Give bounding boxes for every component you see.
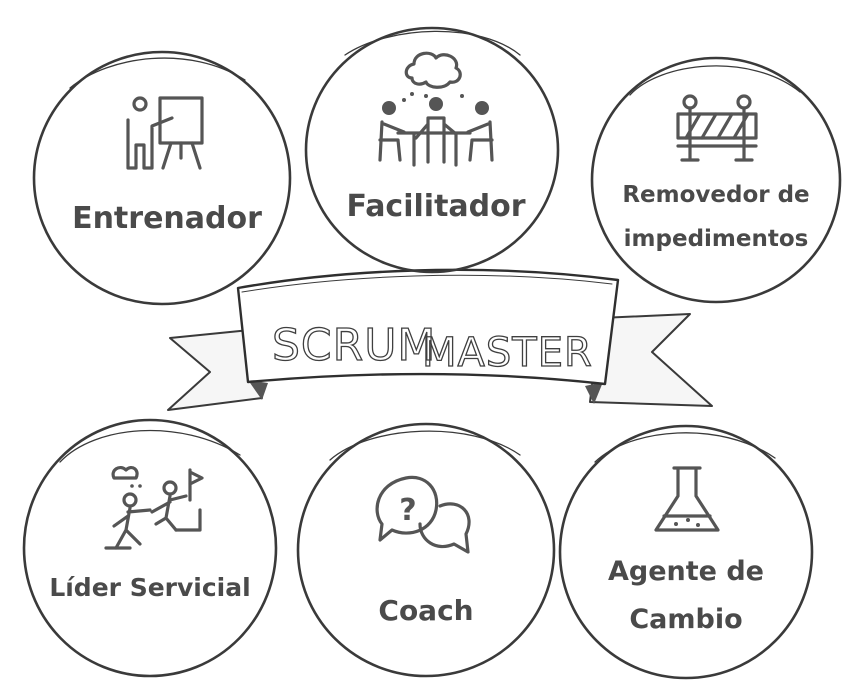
role-circle-coach: ? Coach [296, 422, 556, 678]
role-circle-removedor: Removedor de impedimentos [590, 56, 842, 304]
scrum-master-banner: SCRUM MASTER [167, 268, 713, 411]
role-label-entrenador: Entrenador [72, 201, 262, 236]
role-circle-facilitador: Facilitador [304, 26, 560, 274]
role-label-agente-line2: Cambio [629, 604, 742, 635]
role-label-coach: Coach [378, 594, 473, 627]
trainer-presentation-icon [126, 96, 204, 170]
helping-climb-icon [104, 465, 204, 550]
banner-title-scrum: SCRUM [272, 320, 436, 371]
meeting-table-icon [378, 51, 494, 167]
role-circle-lider: Líder Servicial [22, 418, 278, 678]
role-label-lider: Líder Servicial [49, 573, 250, 602]
question-chat-icon: ? [375, 475, 471, 554]
flask-icon [654, 466, 720, 532]
role-label-removedor-line2: impedimentos [624, 226, 809, 252]
role-circle-agente: Agente de Cambio [558, 424, 814, 680]
role-label-agente-line1: Agente de [608, 556, 764, 587]
role-label-removedor-line1: Removedor de [622, 182, 809, 208]
banner-title-master: MASTER [422, 330, 593, 376]
role-label-facilitador: Facilitador [346, 189, 525, 224]
question-mark-glyph: ? [399, 493, 416, 528]
role-circle-entrenador: Entrenador [32, 50, 292, 306]
barrier-icon [676, 94, 758, 162]
